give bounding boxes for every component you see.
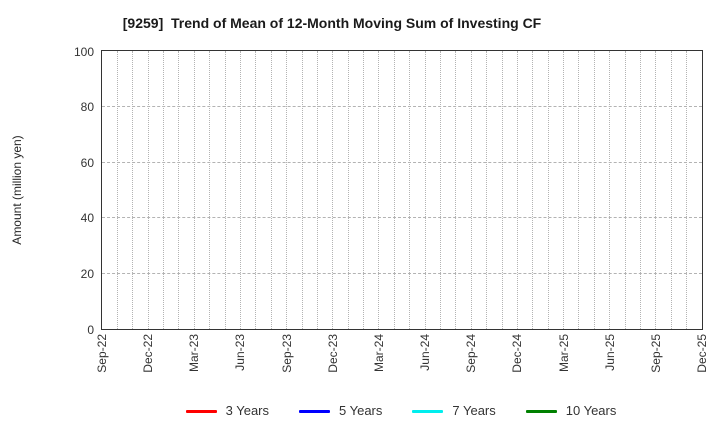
vertical-gridline (486, 51, 488, 329)
vertical-gridline (147, 51, 149, 329)
x-tick-label: Jun-25 (602, 334, 617, 371)
vertical-gridline (609, 51, 611, 329)
vertical-gridline (116, 51, 118, 329)
vertical-gridline (532, 51, 534, 329)
vertical-gridline (209, 51, 211, 329)
legend: 3 Years 5 Years 7 Years 10 Years (101, 403, 701, 419)
vertical-gridline (316, 51, 318, 329)
y-tick-label: 80 (80, 100, 94, 115)
x-tick-label: Sep-25 (648, 334, 663, 373)
x-tick-label: Mar-25 (556, 334, 571, 373)
legend-line-swatch (299, 409, 330, 413)
vertical-gridline (393, 51, 395, 329)
horizontal-gridline (102, 217, 702, 219)
vertical-gridline (563, 51, 565, 329)
vertical-gridline (270, 51, 272, 329)
legend-item: 5 Years (299, 403, 382, 419)
vertical-gridline (301, 51, 303, 329)
x-tick-label: Dec-23 (325, 334, 340, 373)
vertical-gridline (455, 51, 457, 329)
horizontal-gridline (102, 161, 702, 163)
x-tick-label: Jun-23 (233, 334, 248, 371)
vertical-gridline (639, 51, 641, 329)
x-tick-label: Sep-23 (279, 334, 294, 373)
vertical-gridline (163, 51, 165, 329)
x-tick-label: Dec-25 (695, 334, 709, 373)
x-tick-label: Jun-24 (418, 334, 433, 371)
legend-item: 7 Years (412, 403, 496, 419)
vertical-gridline (624, 51, 626, 329)
y-tick-label: 60 (80, 155, 94, 170)
x-tick-label: Dec-24 (510, 334, 525, 373)
legend-line-swatch (412, 409, 444, 413)
plot-area (101, 50, 703, 330)
x-tick-label: Sep-24 (464, 334, 479, 373)
legend-item: 10 Years (525, 403, 617, 419)
vertical-gridline (409, 51, 411, 329)
vertical-gridline (178, 51, 180, 329)
vertical-gridline (255, 51, 257, 329)
horizontal-gridline (102, 106, 702, 108)
vertical-gridline (686, 51, 688, 329)
vertical-gridline (378, 51, 380, 329)
vertical-gridline (239, 51, 241, 329)
legend-item-label: 7 Years (452, 403, 496, 418)
y-tick-label: 0 (87, 322, 94, 337)
vertical-gridline (501, 51, 503, 329)
vertical-gridline (516, 51, 518, 329)
vertical-gridline (470, 51, 472, 329)
vertical-gridline (655, 51, 657, 329)
vertical-gridline (670, 51, 672, 329)
vertical-gridline (363, 51, 365, 329)
vertical-gridline (332, 51, 334, 329)
legend-line-swatch (525, 409, 557, 413)
x-tick-label: Sep-22 (95, 334, 109, 373)
legend-item: 3 Years (185, 403, 269, 419)
vertical-gridline (224, 51, 226, 329)
vertical-gridline (347, 51, 349, 329)
vertical-gridline (439, 51, 441, 329)
y-axis-label: Amount (million yen) (10, 135, 24, 245)
x-tick-label: Mar-24 (371, 334, 386, 373)
x-tick-label: Dec-22 (141, 334, 156, 373)
vertical-gridline (424, 51, 426, 329)
vertical-gridline (132, 51, 134, 329)
y-tick-label: 100 (73, 44, 94, 59)
legend-item-label: 5 Years (339, 403, 383, 418)
vertical-gridline (286, 51, 288, 329)
horizontal-gridline (102, 272, 702, 274)
legend-line-swatch (185, 409, 217, 413)
chart-title: [9259] Trend of Mean of 12-Month Moving … (122, 15, 542, 31)
y-tick-label: 40 (80, 211, 94, 226)
vertical-gridline (193, 51, 195, 329)
vertical-gridline (547, 51, 549, 329)
vertical-gridline (593, 51, 595, 329)
y-tick-label: 20 (80, 266, 94, 281)
legend-item-label: 10 Years (565, 403, 617, 418)
x-tick-label: Mar-23 (187, 334, 202, 373)
vertical-gridline (578, 51, 580, 329)
legend-item-label: 3 Years (225, 403, 269, 418)
